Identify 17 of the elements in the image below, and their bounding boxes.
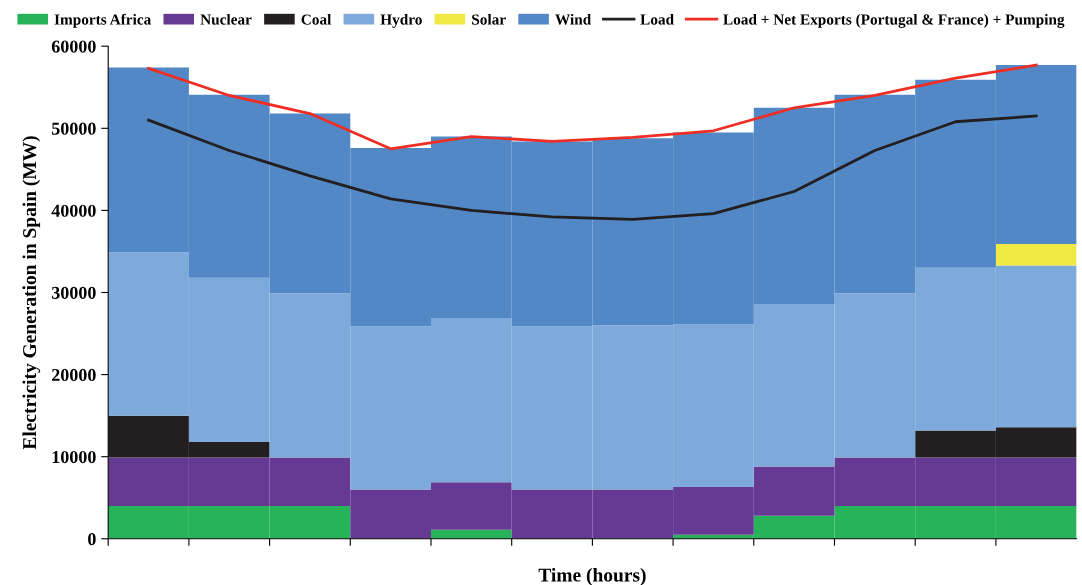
legend-label: Wind bbox=[555, 13, 592, 25]
y-tick-label: 60000 bbox=[51, 40, 96, 53]
y-tick-label: 50000 bbox=[51, 122, 96, 135]
y-tick-label: 40000 bbox=[51, 204, 96, 217]
y-tick-label: 30000 bbox=[51, 286, 96, 299]
y-tick-label: 20000 bbox=[52, 368, 96, 382]
legend-label: Coal bbox=[301, 13, 332, 25]
legend-label: Imports Africa bbox=[54, 13, 152, 28]
y-axis-title: Electricity Generation in Spain (MW) bbox=[22, 136, 41, 450]
legend-label: Hydro bbox=[380, 13, 422, 28]
legend-label: Load bbox=[640, 13, 674, 25]
y-tick-label: 0 bbox=[88, 533, 96, 546]
y-tick-label: 10000 bbox=[52, 450, 96, 464]
legend-label: Solar bbox=[472, 13, 506, 25]
legend-label: Nuclear bbox=[200, 13, 252, 25]
x-axis-title: Time (hours) bbox=[538, 567, 646, 585]
legend-label: Load + Net Exports (Portugal & France) + Pumping bbox=[723, 13, 1065, 28]
